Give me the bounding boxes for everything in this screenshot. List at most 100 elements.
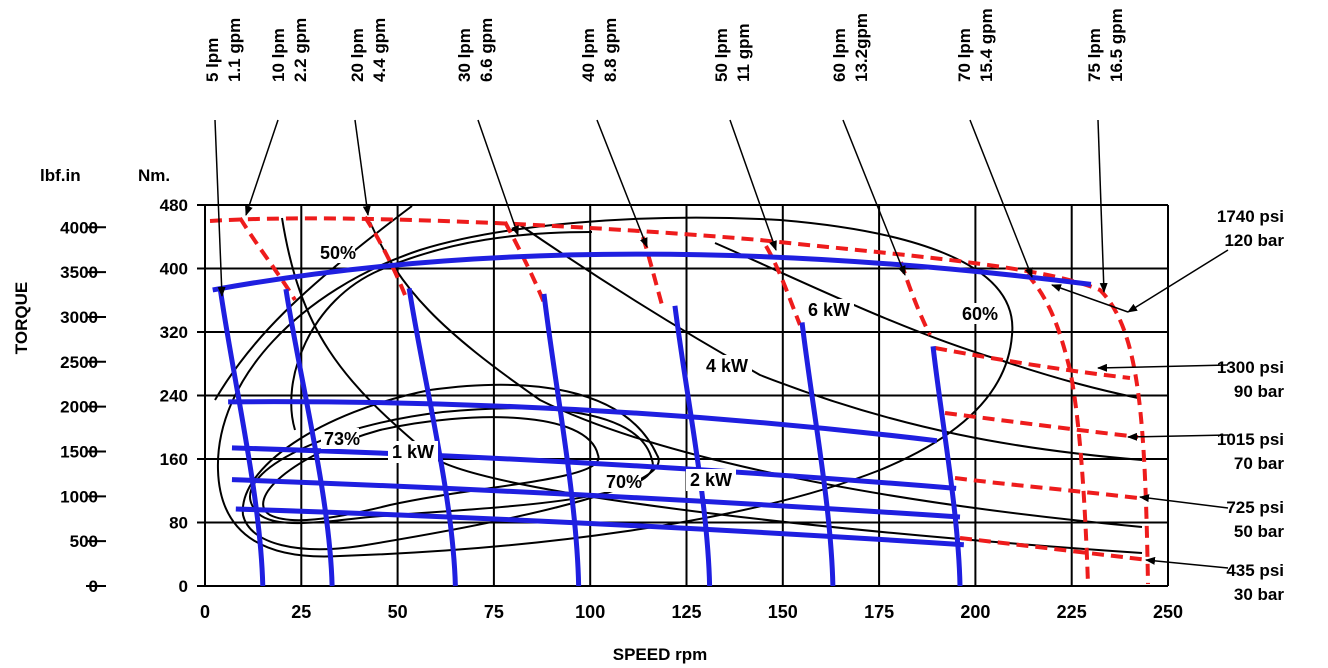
- leader-line: [729, 119, 777, 251]
- x-tick-label: 175: [864, 602, 894, 622]
- efficiency-label: 73%: [324, 429, 360, 449]
- power-curve: [281, 217, 1143, 554]
- pressure-curve: [212, 251, 1092, 293]
- x-tick-label: 125: [671, 602, 701, 622]
- labels: 0 25 50 75 100 125 150 175 200 225 250080160240320…: [60, 8, 1284, 622]
- intermittent-line: [238, 216, 297, 302]
- efficiency-label-bg: [603, 471, 641, 492]
- efficiency-label-bg: [317, 242, 355, 263]
- lbf-tick-label: 0: [89, 577, 98, 596]
- power-label: 2 kW: [690, 470, 732, 490]
- intermittent-line: [363, 215, 407, 296]
- lbf-tick-label: 1500: [60, 442, 98, 461]
- flow-label: 40 lpm 8.8 gpm: [579, 18, 620, 82]
- flow-curve: [799, 322, 836, 587]
- pressure-bar-label: 30 bar: [1234, 585, 1284, 604]
- efficiency-label-bg: [321, 428, 359, 449]
- intermittent-line: [764, 244, 802, 326]
- flow-curve: [930, 346, 963, 587]
- lbf-tick-label: 1000: [60, 487, 98, 506]
- efficiency-label: 60%: [962, 304, 998, 324]
- pressure-psi-label: 1300 psi: [1217, 358, 1284, 377]
- nm-tick-label: 0: [179, 577, 188, 596]
- intermittent-line: [899, 261, 932, 336]
- intermittent-line: [959, 536, 1149, 562]
- leader-line: [1051, 284, 1129, 313]
- power-curve: [714, 242, 1139, 399]
- leader-line: [214, 119, 226, 297]
- flow-and-pressure-curves: [212, 251, 1092, 587]
- pressure-psi-label: 1740 psi: [1217, 207, 1284, 226]
- leader-line: [596, 119, 648, 248]
- pressure-bar-label: 90 bar: [1234, 382, 1284, 401]
- power-curves: [214, 205, 1143, 554]
- nm-unit-label: Nm.: [138, 166, 170, 185]
- efficiency-label-bg: [959, 303, 997, 324]
- intermittent-line: [944, 411, 1139, 439]
- lbf-tick-label: 3000: [60, 308, 98, 327]
- leader-line: [1127, 432, 1229, 441]
- intermittent-line: [1025, 272, 1090, 585]
- x-tick-label: 250: [1153, 602, 1183, 622]
- intermittent-line: [641, 236, 664, 306]
- lbf-tick-label: 2000: [60, 398, 98, 417]
- power-label: 1 kW: [392, 442, 434, 462]
- pressure-curve: [231, 445, 957, 491]
- pressure-psi-label: 725 psi: [1226, 498, 1284, 517]
- power-label-bg: [388, 441, 438, 463]
- power-curve: [369, 221, 1143, 528]
- flow-curve: [406, 287, 458, 587]
- leader-line: [1097, 119, 1108, 293]
- flow-label: 5 lpm 1.1 gpm: [203, 18, 244, 82]
- flow-label: 70 lpm 15.4 gpm: [955, 8, 996, 82]
- power-label-bg: [686, 469, 736, 491]
- lbf-unit-label: lbf.in: [40, 166, 81, 185]
- leader-lines: [214, 119, 1229, 569]
- x-tick-label: 50: [388, 602, 408, 622]
- leader-line: [969, 119, 1033, 278]
- flow-curve: [283, 288, 335, 587]
- x-tick-label: 100: [575, 602, 605, 622]
- leader-line: [1145, 556, 1229, 569]
- flow-label: 60 lpm 13.2gpm: [830, 13, 871, 82]
- flow-label: 50 lpm 11 gpm: [712, 23, 753, 82]
- intermittent-line: [954, 476, 1139, 500]
- leader-line: [354, 119, 371, 216]
- leader-line: [1127, 249, 1229, 313]
- power-curve: [290, 231, 593, 431]
- pressure-curve: [235, 506, 965, 548]
- nm-tick-label: 480: [160, 196, 188, 215]
- x-tick-label: 225: [1057, 602, 1087, 622]
- leader-line: [477, 119, 519, 236]
- flow-label: 10 lpm 2.2 gpm: [269, 18, 310, 82]
- intermittent-line: [209, 216, 1150, 585]
- x-tick-label: 200: [960, 602, 990, 622]
- nm-tick-label: 320: [160, 323, 188, 342]
- nm-tick-label: 80: [169, 514, 188, 533]
- efficiency-contour: [262, 416, 600, 522]
- pressure-bar-label: 50 bar: [1234, 522, 1284, 541]
- flow-label: 75 lpm 16.5 gpm: [1085, 8, 1126, 82]
- x-tick-label: 0: [200, 602, 210, 622]
- y-axis-title: TORQUE: [12, 282, 31, 354]
- pressure-psi-label: 1015 psi: [1217, 430, 1284, 449]
- x-tick-label: 25: [291, 602, 311, 622]
- lbf-tick-label: 2500: [60, 353, 98, 372]
- efficiency-label: 50%: [320, 243, 356, 263]
- efficiency-contour: [241, 383, 660, 551]
- flow-curve: [217, 289, 266, 587]
- intermittent-lines: [209, 215, 1150, 585]
- efficiency-label: 70%: [606, 472, 642, 492]
- pressure-curve: [228, 399, 938, 444]
- leader-line: [1097, 363, 1229, 372]
- grid: [86, 204, 1169, 587]
- nm-tick-label: 160: [160, 450, 188, 469]
- x-tick-label: 75: [484, 602, 504, 622]
- leader-line: [842, 119, 906, 276]
- lbf-tick-label: 500: [70, 532, 98, 551]
- lbf-tick-label: 3500: [60, 263, 98, 282]
- nm-tick-label: 240: [160, 387, 188, 406]
- pressure-bar-label: 120 bar: [1224, 231, 1284, 250]
- intermittent-line: [503, 221, 547, 306]
